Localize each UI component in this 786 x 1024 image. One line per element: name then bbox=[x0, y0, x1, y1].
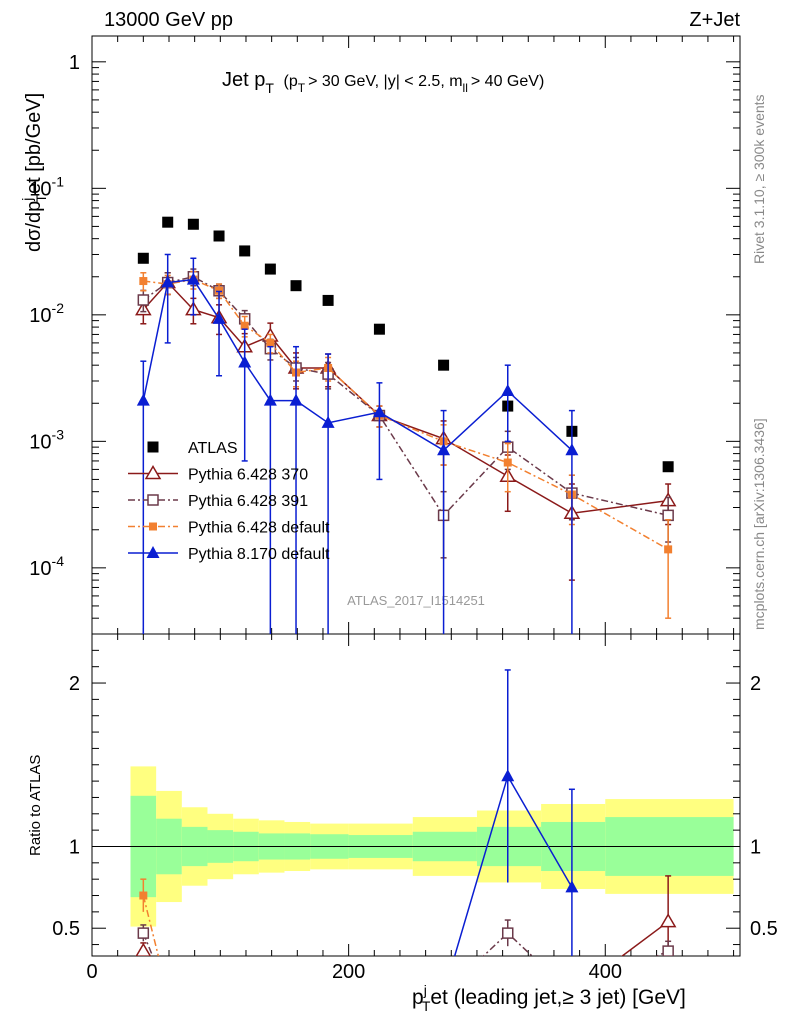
data-point bbox=[161, 275, 175, 288]
ratio-y-tick-label: 1 bbox=[69, 836, 80, 858]
ratio-point bbox=[501, 769, 515, 782]
ratio-bands bbox=[92, 766, 740, 927]
data-point bbox=[501, 384, 515, 397]
y-tick-label: 10-2 bbox=[29, 300, 64, 327]
analysis-watermark: ATLAS_2017_I1514251 bbox=[347, 593, 485, 608]
x-tick-label: 0 bbox=[86, 961, 97, 983]
legend-label: ATLAS bbox=[188, 440, 238, 457]
data-point bbox=[565, 443, 579, 456]
y-tick-label: 10-4 bbox=[29, 553, 64, 580]
legend-marker bbox=[149, 522, 157, 531]
ratio-series-3 bbox=[139, 878, 160, 956]
rivet-label: Rivet 3.1.10, ≥ 300k events bbox=[751, 94, 767, 264]
data-point bbox=[662, 509, 674, 522]
ratio-frame bbox=[91, 633, 741, 957]
y-tick-label: 1 bbox=[69, 52, 80, 74]
legend-marker bbox=[147, 494, 159, 506]
legend-label: Pythia 6.428 370 bbox=[188, 467, 308, 484]
x-axis-label: pj Tet (leading jet,≥ 3 jet) [GeV] bbox=[412, 982, 686, 1014]
legend-marker bbox=[144, 465, 162, 480]
ratio-y-tick-label: 2 bbox=[69, 673, 80, 695]
data-point bbox=[240, 321, 249, 330]
data-point bbox=[239, 245, 251, 257]
data-point bbox=[290, 280, 302, 292]
x-tick-label: 200 bbox=[332, 961, 365, 983]
data-point bbox=[503, 458, 512, 467]
legend-label: Pythia 6.428 391 bbox=[188, 493, 308, 510]
energy-label: 13000 GeV pp bbox=[104, 9, 233, 31]
data-point bbox=[162, 216, 174, 228]
series-line bbox=[142, 278, 573, 452]
legend: ATLAS Pythia 6.428 370 Pythia 6.428 391 Pyt… bbox=[128, 440, 330, 563]
data-point bbox=[187, 218, 199, 230]
y-tick-label: 10-3 bbox=[29, 426, 64, 453]
data-point bbox=[289, 393, 303, 406]
ratio-point bbox=[565, 880, 579, 893]
data-point bbox=[136, 393, 150, 406]
x-tick-label: 400 bbox=[589, 961, 622, 983]
data-point bbox=[373, 323, 385, 335]
legend-marker bbox=[147, 441, 159, 453]
ratio-y-axis-label: Ratio to ATLAS bbox=[27, 755, 44, 856]
legend-label: Pythia 6.428 default bbox=[188, 520, 330, 537]
ratio-y-tick-label-right: 1 bbox=[750, 836, 761, 858]
data-point bbox=[264, 263, 276, 275]
legend-label: Pythia 8.170 default bbox=[188, 546, 330, 563]
data-point bbox=[263, 393, 277, 406]
data-point bbox=[372, 405, 386, 418]
y-tick-label: 10-1 bbox=[29, 173, 64, 200]
ratio-y-tick-label-right: 2 bbox=[750, 673, 761, 695]
ratio-y-tick-label: 0.5 bbox=[52, 918, 80, 940]
mcplots-label: mcplots.cern.ch [arXiv:1306.3436] bbox=[751, 418, 767, 630]
data-point bbox=[137, 294, 150, 306]
ratio-series-2 bbox=[137, 919, 674, 956]
ratio-point bbox=[135, 942, 152, 956]
main-frame bbox=[91, 35, 741, 635]
ratio-point bbox=[659, 913, 677, 928]
ratio-series-1 bbox=[135, 875, 677, 956]
ratio-point bbox=[139, 891, 148, 900]
data-point bbox=[322, 294, 334, 306]
data-point bbox=[238, 355, 252, 368]
axes: 0 200 400 1 10-1 10-2 10-3 10-4 0.5 0.5 1 1 2 2 bbox=[29, 35, 778, 983]
legend-marker bbox=[146, 546, 160, 558]
main-y-axis-label: dσ/dpjTet [pb/GeV] bbox=[19, 93, 49, 252]
data-point bbox=[266, 338, 275, 347]
data-point bbox=[212, 311, 226, 324]
data-point bbox=[321, 415, 335, 428]
process-label: Z+Jet bbox=[689, 9, 740, 31]
data-point bbox=[139, 277, 148, 286]
data-series bbox=[135, 216, 677, 956]
data-point bbox=[662, 461, 674, 473]
data-point bbox=[137, 252, 149, 264]
ratio-point bbox=[662, 945, 674, 956]
series-4 bbox=[136, 253, 579, 634]
data-point bbox=[213, 230, 225, 242]
data-point bbox=[664, 545, 673, 554]
plot-title: Jet pT (pT > 30 GeV, |y| < 2.5, mll > 40 G… bbox=[222, 69, 544, 98]
ratio-point bbox=[137, 927, 150, 939]
ratio-y-tick-label-right: 0.5 bbox=[750, 918, 778, 940]
data-point bbox=[437, 443, 451, 456]
series-0 bbox=[137, 216, 674, 473]
data-point bbox=[438, 359, 450, 371]
ratio-series-4 bbox=[453, 669, 579, 956]
data-point bbox=[186, 272, 200, 285]
ratio-point bbox=[501, 927, 514, 939]
